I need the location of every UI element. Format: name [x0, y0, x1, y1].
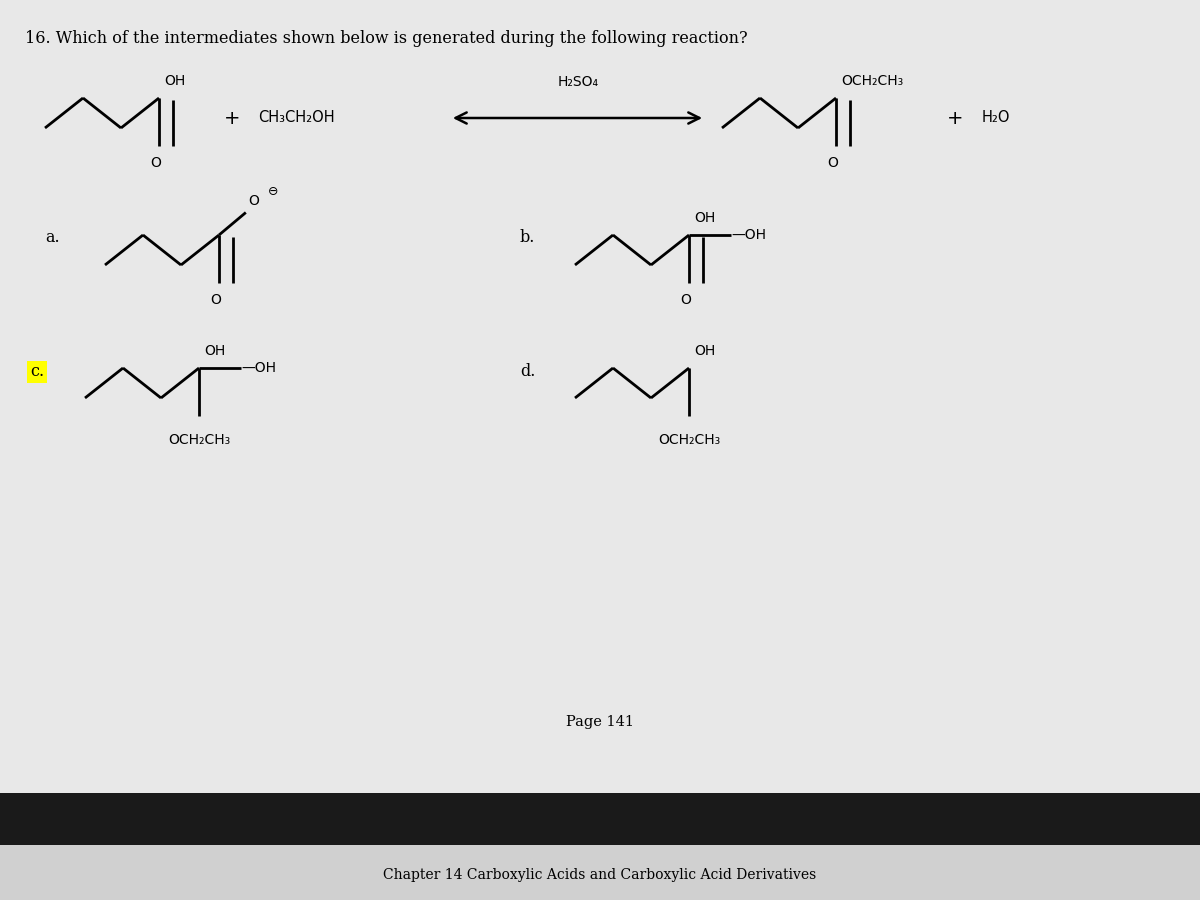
Text: CH₃CH₂OH: CH₃CH₂OH	[258, 111, 335, 125]
Text: O: O	[828, 156, 839, 170]
Text: OCH₂CH₃: OCH₂CH₃	[168, 433, 230, 447]
Text: O: O	[680, 293, 691, 307]
Text: +: +	[223, 109, 240, 128]
Text: O: O	[210, 293, 222, 307]
Text: +: +	[947, 109, 964, 128]
Text: —OH: —OH	[731, 228, 766, 242]
Text: OH: OH	[694, 344, 715, 358]
Text: 16. Which of the intermediates shown below is generated during the following rea: 16. Which of the intermediates shown bel…	[25, 30, 748, 47]
Text: OCH₂CH₃: OCH₂CH₃	[658, 433, 720, 447]
Text: d.: d.	[520, 364, 535, 381]
Text: b.: b.	[520, 230, 535, 247]
Text: OH: OH	[204, 344, 226, 358]
Text: H₂SO₄: H₂SO₄	[558, 75, 599, 89]
Bar	[0, 793, 1200, 845]
Text: ⊖: ⊖	[268, 184, 278, 197]
Text: Chapter 14 Carboxylic Acids and Carboxylic Acid Derivatives: Chapter 14 Carboxylic Acids and Carboxyl…	[383, 868, 817, 882]
Text: OH: OH	[164, 74, 185, 88]
Text: —OH: —OH	[241, 361, 276, 375]
Text: Page 141: Page 141	[566, 715, 634, 729]
Text: c.: c.	[30, 364, 44, 381]
Text: H₂O: H₂O	[982, 111, 1010, 125]
Text: OCH₂CH₃: OCH₂CH₃	[841, 74, 904, 88]
Text: a.: a.	[46, 230, 60, 247]
Text: O: O	[150, 156, 162, 170]
Text: OH: OH	[694, 211, 715, 225]
Text: O: O	[248, 194, 259, 208]
